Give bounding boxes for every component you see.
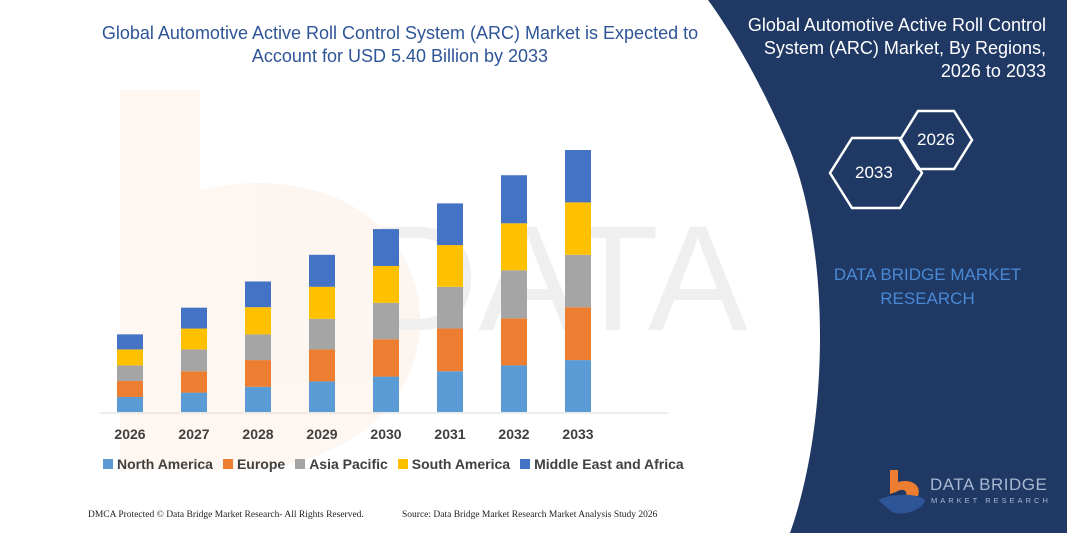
legend-swatch [520,459,531,469]
bar-2032-europe [501,318,527,366]
legend-swatch [103,459,113,469]
legend-item: Middle East and Africa [520,456,684,472]
x-tick-label: 2027 [178,426,210,442]
legend-swatch [397,459,408,469]
bar-2027-asia-pacific [181,349,207,372]
legend-label: Europe [236,456,286,472]
legend-label: Asia Pacific [309,456,388,472]
legend-item: South America [397,456,511,472]
hex-2033-label: 2033 [855,163,893,182]
x-tick-label: 2028 [242,426,274,442]
bar-2026-north-america [117,396,143,412]
bar-2031-north-america [437,371,463,412]
bar-2029-north-america [309,381,335,412]
bar-2033-middle-east-and-africa [565,150,591,203]
brand-text: DATA BRIDGE MARKET RESEARCH [833,265,1022,308]
bar-2027-north-america [181,392,207,412]
bars [117,150,591,412]
x-tick-label: 2032 [498,426,530,442]
bar-2031-europe [437,328,463,372]
bar-2027-middle-east-and-africa [181,307,207,329]
legend: North America Europe Asia Pacific South Ame… [103,456,684,472]
bar-2026-middle-east-and-africa [117,334,143,350]
x-tick-label: 2029 [306,426,338,442]
legend-label: Middle East and Africa [534,456,684,472]
bar-2033-asia-pacific [565,254,591,308]
bar-2026-south-america [117,349,143,366]
legend-item: North America [103,456,213,472]
bar-2033-south-america [565,202,591,255]
bar-2032-south-america [501,223,527,271]
bar-2030-asia-pacific [373,302,399,340]
logo-text: DATA BRIDGE [930,475,1048,494]
legend-label: South America [411,456,511,472]
bar-2029-asia-pacific [309,318,335,350]
bar-2029-middle-east-and-africa [309,254,335,287]
x-tick-label: 2033 [562,426,594,442]
bar-2028-north-america [245,386,271,412]
bar-2026-europe [117,380,143,397]
bar-2032-asia-pacific [501,270,527,319]
side-panel-title: Global Automotive Active Roll Control Sy… [747,15,1046,81]
bar-2031-asia-pacific [437,286,463,329]
bar-2031-south-america [437,245,463,287]
bar-2029-europe [309,349,335,382]
footer-source: Source: Data Bridge Market Research Mark… [402,510,658,520]
bar-2028-europe [245,360,271,387]
hex-2026-label: 2026 [917,130,955,149]
bar-2027-europe [181,371,207,393]
legend-item: Asia Pacific [295,456,388,472]
legend-swatch [222,459,233,469]
bar-2033-europe [565,307,591,361]
bar-2032-north-america [501,365,527,412]
footer-copyright: DMCA Protected © Data Bridge Market Rese… [88,510,364,520]
side-panel [708,0,1067,533]
legend-label: North America [117,456,213,472]
bar-2030-north-america [373,376,399,412]
bar-2031-middle-east-and-africa [437,203,463,246]
logo-subtext: MARKET RESEARCH [931,496,1051,505]
legend-swatch [295,459,306,469]
logo-icon [878,470,925,514]
hex-2026 [898,109,974,171]
chart-title: Global Automotive Active Roll Control Sy… [101,23,699,66]
bar-2028-middle-east-and-africa [245,281,271,308]
x-tick-label: 2030 [370,426,402,442]
bar-2028-asia-pacific [245,334,271,361]
bar-2030-middle-east-and-africa [373,229,399,266]
bar-2027-south-america [181,328,207,350]
bar-2030-south-america [373,265,399,303]
bar-2029-south-america [309,286,335,319]
x-tick-label: 2031 [434,426,466,442]
bar-2026-asia-pacific [117,365,143,381]
bar-2033-north-america [565,360,591,412]
bar-2032-middle-east-and-africa [501,175,527,224]
legend-item: Europe [222,456,286,472]
svg-text:DATA: DATA [370,194,748,362]
x-tick-label: 2026 [114,426,146,442]
bar-2028-south-america [245,307,271,335]
bar-2030-europe [373,339,399,377]
